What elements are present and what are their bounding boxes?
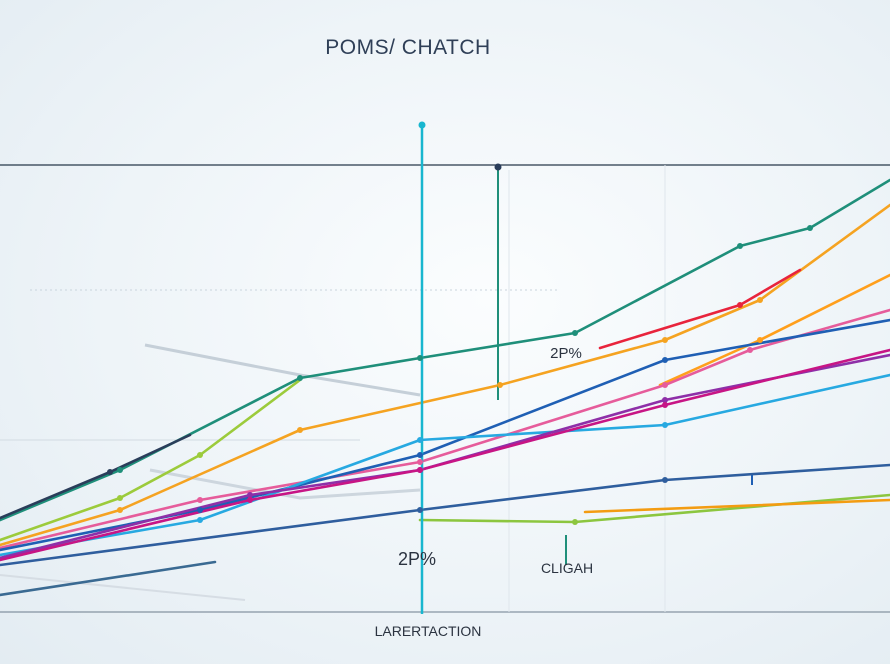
data-point: [757, 337, 763, 343]
data-point: [662, 357, 668, 363]
data-point: [747, 347, 753, 353]
data-point: [572, 330, 578, 336]
data-point: [417, 459, 423, 465]
annotation-label: CLIGAH: [541, 560, 593, 576]
data-point: [662, 337, 668, 343]
data-point: [737, 243, 743, 249]
data-point: [417, 507, 423, 513]
faint-trend: [0, 574, 246, 601]
marker-layer: [107, 121, 813, 614]
marker-dot: [494, 163, 502, 171]
data-point: [737, 302, 743, 308]
x-axis-label: LARERTACTION: [375, 623, 482, 639]
data-point: [807, 225, 813, 231]
data-point: [417, 355, 423, 361]
series-line-3: [0, 203, 890, 547]
series-line-2: [0, 378, 302, 542]
data-point: [297, 427, 303, 433]
data-point: [197, 507, 203, 513]
data-point: [117, 495, 123, 501]
data-point: [247, 492, 253, 498]
series-line-6: [0, 308, 890, 550]
data-point: [757, 297, 763, 303]
marker-dot: [418, 121, 426, 129]
faint-trend: [149, 468, 421, 500]
series-line-0: [0, 178, 890, 522]
series-line-11: [0, 463, 890, 567]
data-point: [117, 507, 123, 513]
grid: [0, 164, 890, 613]
data-point: [107, 469, 113, 475]
annotation-percent: 2P%: [398, 549, 436, 569]
series-line-14: [0, 560, 217, 597]
data-point: [117, 467, 123, 473]
data-point: [197, 452, 203, 458]
data-point: [197, 497, 203, 503]
data-point: [417, 467, 423, 473]
series-line-5: [658, 273, 890, 387]
data-point: [417, 452, 423, 458]
data-point: [247, 497, 253, 503]
annotation-percent-upper: 2P%: [550, 345, 582, 362]
chart-title: POMS/ CHATCH: [325, 36, 490, 59]
data-point: [662, 477, 668, 483]
data-point: [572, 519, 578, 525]
data-point: [417, 437, 423, 443]
series-layer: [0, 178, 890, 597]
data-point: [497, 382, 503, 388]
series-line-13: [583, 498, 890, 514]
data-point: [297, 375, 303, 381]
data-point: [662, 397, 668, 403]
data-point: [662, 382, 668, 388]
data-point: [197, 517, 203, 523]
data-point: [662, 402, 668, 408]
data-point: [662, 422, 668, 428]
